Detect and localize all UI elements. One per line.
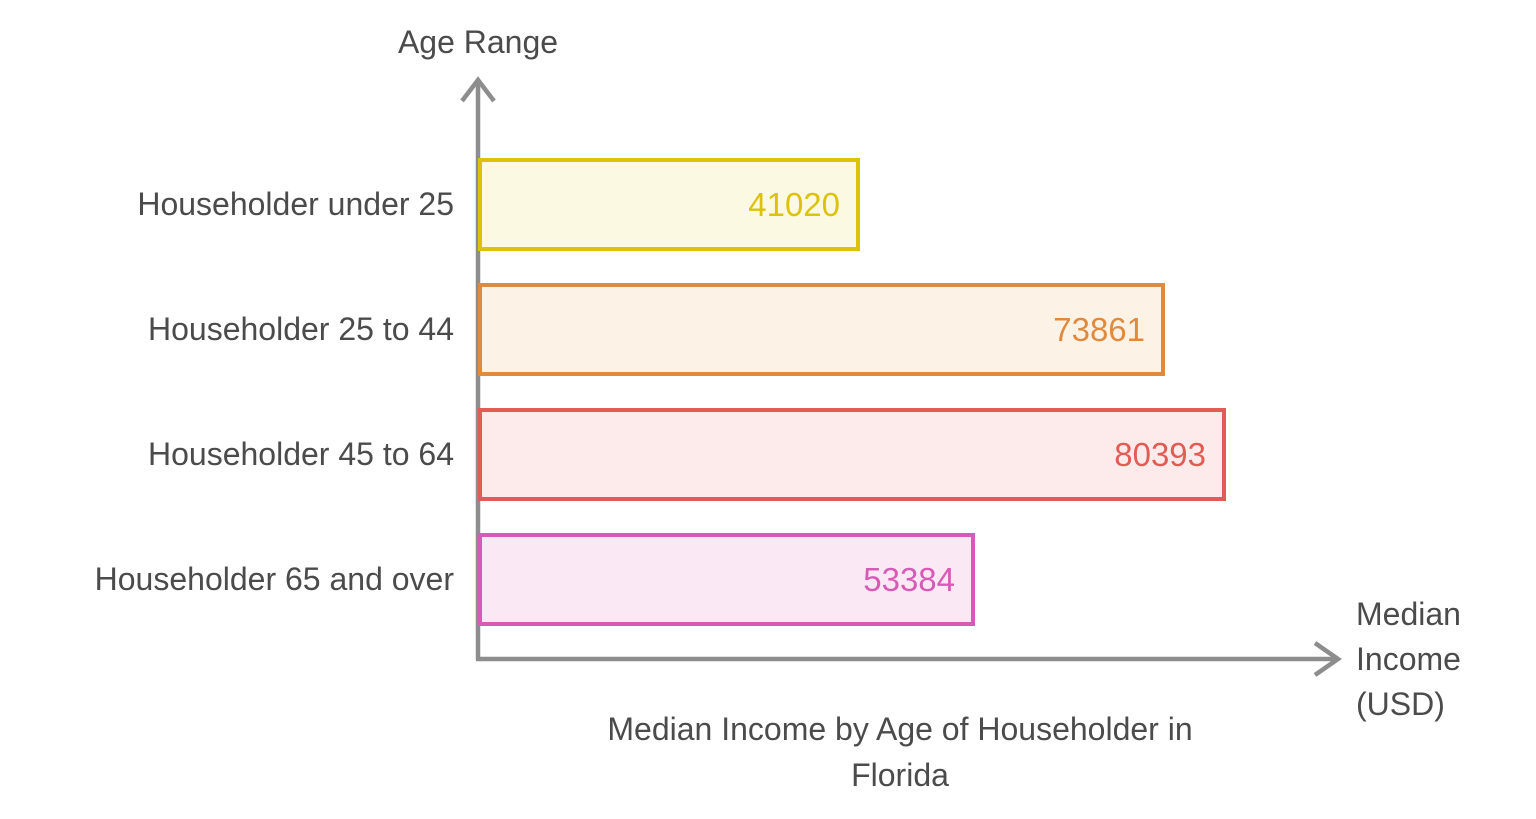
bar: 53384 xyxy=(478,533,975,626)
bar: 73861 xyxy=(478,283,1165,376)
bar-row: Householder 45 to 64 80393 xyxy=(0,408,1536,501)
x-axis-arrow xyxy=(476,641,1342,677)
chart-title: Median Income by Age of Householder in F… xyxy=(607,711,1193,793)
bar-value-label: 41020 xyxy=(748,185,840,223)
bar-row: Householder 25 to 44 73861 xyxy=(0,283,1536,376)
category-label: Householder 25 to 44 xyxy=(148,311,454,347)
bar-row: Householder under 25 41020 xyxy=(0,158,1536,251)
x-axis-title: Median Income (USD) xyxy=(1356,596,1461,722)
category-label: Householder 45 to 64 xyxy=(148,436,454,472)
bar-value-label: 73861 xyxy=(1053,310,1145,348)
bar: 80393 xyxy=(478,408,1226,501)
category-label: Householder 65 and over xyxy=(94,561,454,597)
bar-value-label: 80393 xyxy=(1114,435,1206,473)
bar-row: Householder 65 and over 53384 xyxy=(0,533,1536,626)
bar: 41020 xyxy=(478,158,860,251)
y-axis-title: Age Range xyxy=(397,24,559,60)
category-label: Householder under 25 xyxy=(137,186,454,222)
bar-value-label: 53384 xyxy=(863,560,955,598)
